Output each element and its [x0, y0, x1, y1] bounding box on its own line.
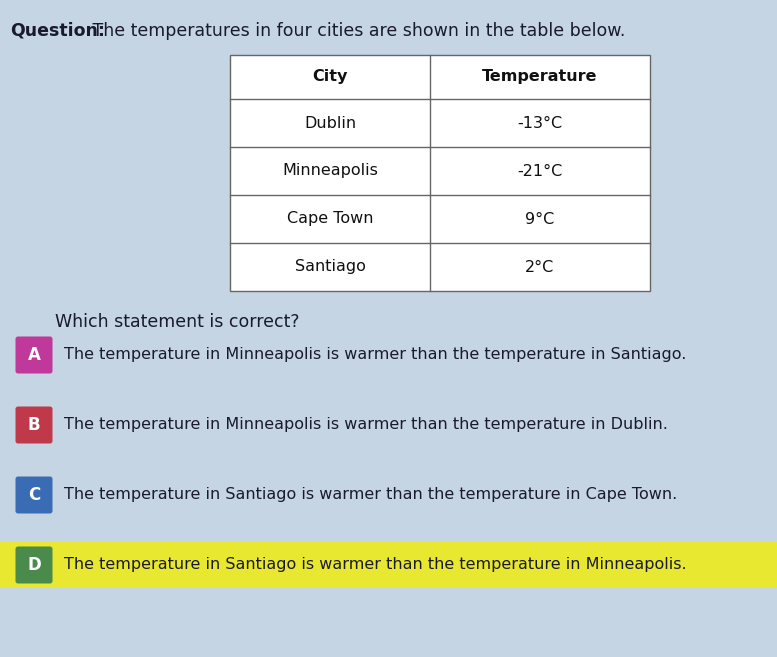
FancyBboxPatch shape	[16, 407, 53, 443]
Text: -21°C: -21°C	[517, 164, 563, 179]
Text: 9°C: 9°C	[525, 212, 555, 227]
Text: Santiago: Santiago	[294, 260, 365, 275]
Text: A: A	[27, 346, 40, 364]
Text: C: C	[28, 486, 40, 504]
Text: City: City	[312, 70, 347, 85]
Text: Question:: Question:	[10, 22, 105, 40]
Text: Minneapolis: Minneapolis	[282, 164, 378, 179]
Text: Which statement is correct?: Which statement is correct?	[55, 313, 299, 331]
Text: The temperature in Minneapolis is warmer than the temperature in Santiago.: The temperature in Minneapolis is warmer…	[64, 348, 686, 363]
Text: Temperature: Temperature	[483, 70, 598, 85]
FancyBboxPatch shape	[16, 476, 53, 514]
Text: -13°C: -13°C	[517, 116, 563, 131]
Text: Dublin: Dublin	[304, 116, 356, 131]
FancyBboxPatch shape	[16, 547, 53, 583]
Text: B: B	[28, 416, 40, 434]
Text: Cape Town: Cape Town	[287, 212, 373, 227]
Text: The temperature in Santiago is warmer than the temperature in Minneapolis.: The temperature in Santiago is warmer th…	[64, 558, 687, 572]
Text: The temperatures in four cities are shown in the table below.: The temperatures in four cities are show…	[87, 22, 625, 40]
Text: The temperature in Santiago is warmer than the temperature in Cape Town.: The temperature in Santiago is warmer th…	[64, 487, 678, 503]
Text: The temperature in Minneapolis is warmer than the temperature in Dublin.: The temperature in Minneapolis is warmer…	[64, 417, 668, 432]
Bar	[0, 542, 777, 588]
Text: 2°C: 2°C	[525, 260, 555, 275]
FancyBboxPatch shape	[16, 336, 53, 373]
Bar	[230, 55, 650, 291]
Text: D: D	[27, 556, 41, 574]
